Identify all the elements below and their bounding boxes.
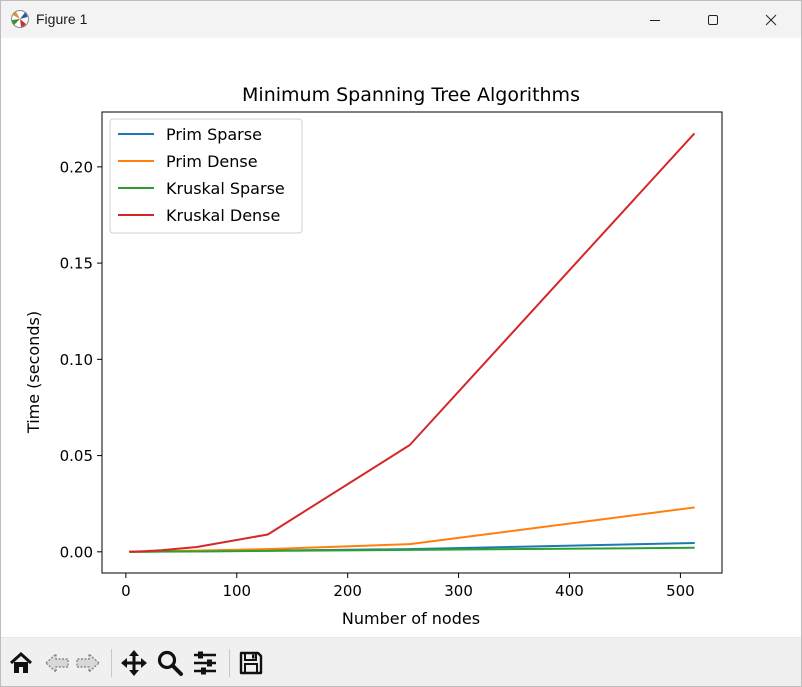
minimize-icon (650, 19, 660, 21)
back-arrow-icon (45, 652, 69, 674)
close-button[interactable] (748, 1, 794, 38)
figure-canvas: Minimum Spanning Tree Algorithms 0 100 200… (1, 38, 801, 636)
x-tick-label: 0 (121, 582, 131, 600)
zoom-button[interactable] (155, 648, 185, 678)
zoom-magnifier-icon (157, 650, 183, 676)
home-icon (9, 651, 33, 673)
pan-button[interactable] (119, 648, 149, 678)
axes-frame (101, 111, 723, 574)
maximize-button[interactable] (690, 1, 736, 38)
window-title: Figure 1 (36, 11, 88, 27)
y-axis: 0.00 0.05 0.10 0.15 0.20 (60, 158, 102, 561)
x-axis-label: Number of nodes (342, 609, 480, 628)
back-button[interactable] (42, 648, 72, 678)
legend-entry: Prim Sparse (166, 125, 262, 144)
pan-move-icon (121, 650, 147, 676)
maximize-icon (708, 14, 718, 25)
chart: Minimum Spanning Tree Algorithms 0 100 200… (24, 84, 723, 628)
title-bar: Figure 1 (1, 1, 801, 38)
legend: Prim Sparse Prim Dense Kruskal Sparse Krusk… (109, 118, 303, 234)
legend-entry: Prim Dense (166, 152, 258, 171)
configure-subplots-button[interactable] (190, 648, 220, 678)
x-tick-label: 300 (444, 582, 473, 600)
x-tick-label: 200 (333, 582, 362, 600)
x-tick-label: 100 (222, 582, 251, 600)
x-tick-label: 500 (666, 582, 695, 600)
legend-entry: Kruskal Sparse (166, 179, 285, 198)
save-button[interactable] (236, 648, 266, 678)
minimize-button[interactable] (632, 1, 678, 38)
configure-subplots-icon (194, 651, 216, 675)
forward-button[interactable] (73, 648, 103, 678)
chart-title: Minimum Spanning Tree Algorithms (242, 84, 580, 106)
toolbar-separator (111, 649, 112, 677)
y-tick-label: 0.20 (60, 158, 93, 176)
series-layer (129, 132, 696, 553)
x-tick-label: 400 (555, 582, 584, 600)
navigation-toolbar (1, 637, 801, 686)
y-axis-label: Time (seconds) (24, 311, 43, 434)
save-floppy-icon (239, 651, 263, 675)
y-tick-label: 0.05 (60, 447, 93, 465)
close-icon (765, 14, 777, 25)
legend-box (109, 118, 303, 234)
home-button[interactable] (6, 648, 36, 678)
y-tick-label: 0.15 (60, 255, 93, 273)
legend-entry: Kruskal Dense (166, 206, 280, 225)
series-line-kruskal-dense (129, 132, 696, 553)
y-tick-label: 0.00 (60, 543, 93, 561)
forward-arrow-icon (76, 652, 100, 674)
matplotlib-icon (10, 9, 30, 29)
toolbar-separator (229, 649, 230, 677)
y-tick-label: 0.10 (60, 351, 93, 369)
x-axis: 0 100 200 300 400 500 (121, 573, 695, 600)
